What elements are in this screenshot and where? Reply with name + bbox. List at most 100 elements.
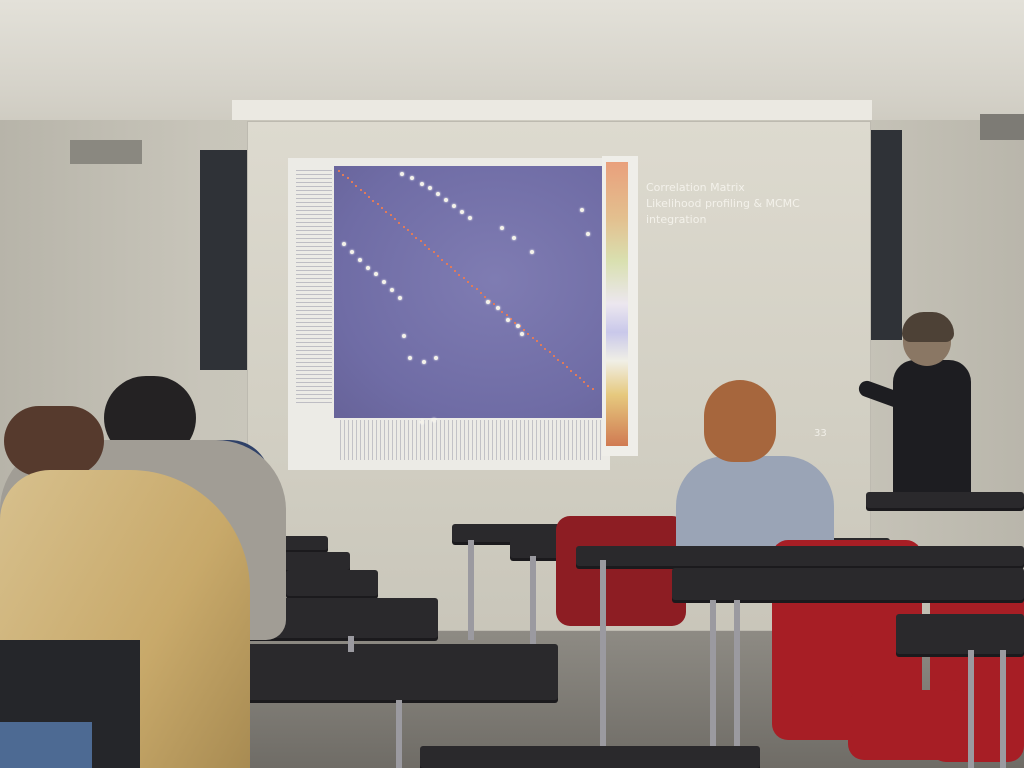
matrix-diagonal-cell — [565, 366, 568, 369]
matrix-diagonal-cell — [484, 295, 487, 298]
desk-leg — [348, 636, 354, 652]
matrix-high-correlation-cell — [398, 296, 402, 300]
desk-leg — [734, 600, 740, 768]
matrix-high-correlation-cell — [520, 332, 524, 336]
desk — [896, 614, 1024, 654]
matrix-column-labels — [340, 420, 602, 460]
matrix-diagonal-cell — [501, 310, 504, 313]
desk — [576, 546, 1024, 566]
air-vent — [70, 140, 142, 164]
matrix-diagonal-cell — [406, 229, 409, 232]
matrix-high-correlation-cell — [444, 198, 448, 202]
matrix-high-correlation-cell — [402, 334, 406, 338]
matrix-high-correlation-cell — [436, 192, 440, 196]
matrix-diagonal-cell — [419, 240, 422, 243]
matrix-diagonal-cell — [514, 321, 517, 324]
matrix-high-correlation-cell — [422, 360, 426, 364]
matrix-high-correlation-cell — [500, 226, 504, 230]
presenter — [893, 360, 971, 500]
matrix-diagonal-cell — [527, 332, 530, 335]
matrix-diagonal-cell — [338, 170, 340, 172]
matrix-high-correlation-cell — [342, 242, 346, 246]
matrix-high-correlation-cell — [420, 420, 424, 424]
matrix-diagonal-cell — [411, 232, 414, 235]
matrix-diagonal-cell — [583, 380, 586, 383]
matrix-high-correlation-cell — [452, 204, 456, 208]
desk — [866, 492, 1024, 508]
matrix-diagonal-cell — [368, 195, 371, 198]
desk-leg — [710, 600, 716, 750]
matrix-diagonal-cell — [372, 199, 375, 202]
slide-page-number: 33 — [814, 428, 827, 439]
desk-leg — [396, 700, 402, 768]
desk — [672, 568, 1024, 600]
matrix-diagonal-cell — [376, 203, 379, 206]
red-chair — [556, 516, 686, 626]
presenter-hair — [902, 312, 954, 342]
matrix-diagonal-cell — [587, 384, 590, 387]
matrix-high-correlation-cell — [390, 288, 394, 292]
matrix-diagonal-cell — [393, 218, 396, 221]
student-head — [4, 406, 104, 476]
matrix-diagonal-cell — [553, 355, 555, 357]
matrix-high-correlation-cell — [496, 306, 500, 310]
matrix-diagonal-cell — [385, 210, 388, 213]
slide-heading-line-3: integration — [646, 213, 707, 226]
projector-rail — [232, 100, 872, 122]
red-chair — [848, 690, 968, 760]
matrix-diagonal-cell — [570, 369, 573, 372]
matrix-high-correlation-cell — [366, 266, 370, 270]
matrix-high-correlation-cell — [408, 356, 412, 360]
desk-leg — [600, 560, 606, 750]
matrix-diagonal-cell — [415, 236, 418, 239]
matrix-diagonal-cell — [350, 181, 353, 184]
matrix-diagonal-cell — [355, 184, 358, 187]
matrix-diagonal-cell — [479, 292, 482, 295]
matrix-diagonal-cell — [471, 284, 474, 287]
desk-leg — [530, 556, 536, 666]
matrix-high-correlation-cell — [506, 318, 510, 322]
desk — [284, 552, 350, 570]
matrix-diagonal-cell — [522, 329, 525, 332]
matrix-high-correlation-cell — [420, 182, 424, 186]
matrix-diagonal-cell — [342, 173, 345, 176]
matrix-diagonal-cell — [475, 288, 478, 291]
matrix-high-correlation-cell — [400, 172, 404, 176]
matrix-diagonal-cell — [389, 214, 392, 217]
matrix-diagonal-cell — [454, 269, 457, 272]
student-head — [704, 380, 776, 462]
laptop-screen — [0, 722, 92, 768]
matrix-high-correlation-cell — [432, 418, 436, 422]
matrix-diagonal-cell — [492, 303, 495, 306]
matrix-high-correlation-cell — [516, 324, 520, 328]
matrix-diagonal-cell — [531, 336, 534, 339]
matrix-high-correlation-cell — [434, 356, 438, 360]
matrix-diagonal-cell — [346, 177, 349, 180]
matrix-high-correlation-cell — [374, 272, 378, 276]
matrix-row-labels — [296, 170, 332, 406]
speaker — [980, 114, 1024, 140]
matrix-diagonal-cell — [432, 251, 435, 254]
matrix-high-correlation-cell — [460, 210, 464, 214]
matrix-diagonal-cell — [424, 244, 426, 246]
desk — [278, 536, 328, 550]
matrix-high-correlation-cell — [530, 250, 534, 254]
matrix-diagonal-cell — [557, 358, 560, 361]
matrix-diagonal-cell — [467, 281, 469, 283]
matrix-diagonal-cell — [458, 273, 461, 276]
matrix-diagonal-cell — [398, 221, 401, 224]
matrix-diagonal-cell — [445, 262, 448, 265]
matrix-diagonal-cell — [510, 318, 512, 320]
matrix-diagonal-cell — [574, 373, 577, 376]
matrix-high-correlation-cell — [428, 186, 432, 190]
matrix-high-correlation-cell — [580, 208, 584, 212]
matrix-diagonal-cell — [505, 314, 508, 317]
student-hoodie — [676, 456, 834, 556]
matrix-diagonal-cell — [535, 340, 538, 343]
desk — [206, 644, 558, 700]
matrix-diagonal-cell — [540, 343, 543, 346]
matrix-diagonal-cell — [449, 266, 452, 269]
matrix-diagonal-cell — [462, 277, 465, 280]
matrix-high-correlation-cell — [512, 236, 516, 240]
matrix-diagonal-cell — [544, 347, 547, 350]
